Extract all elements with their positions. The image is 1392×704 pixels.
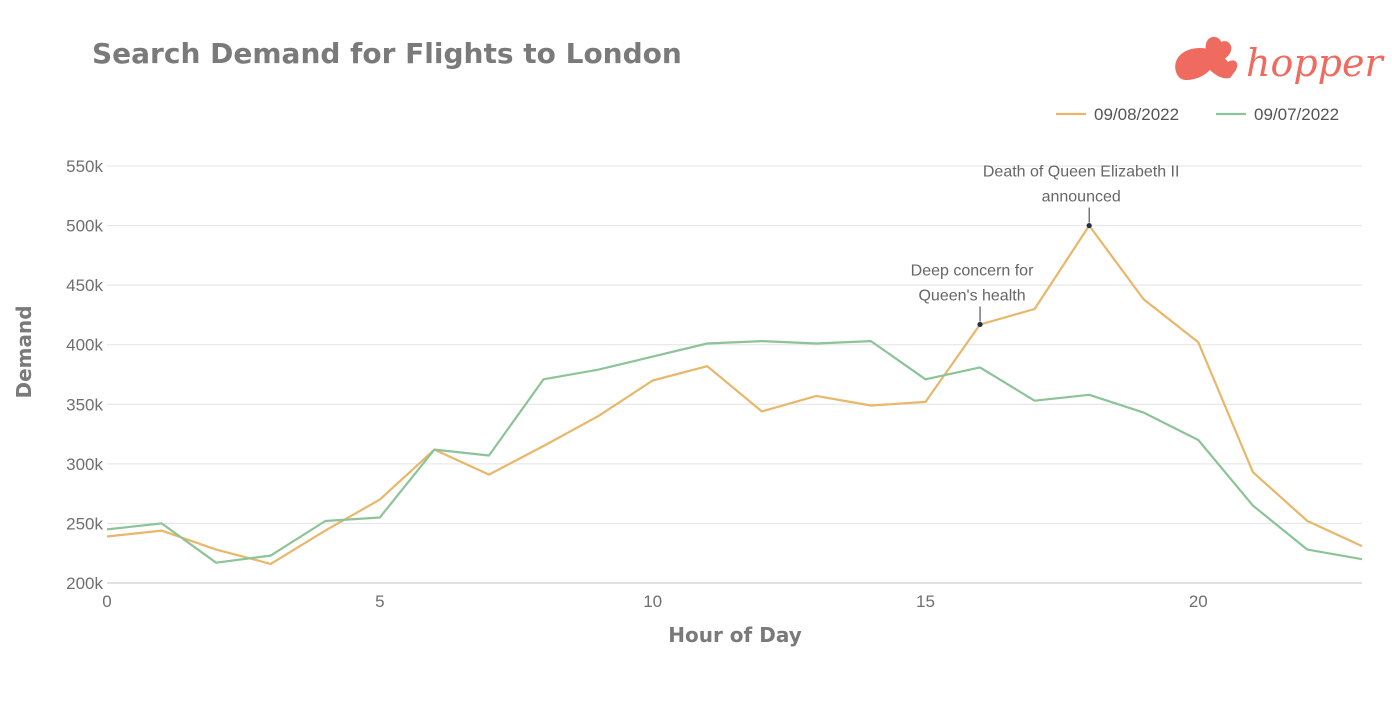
y-tick-label: 350k (66, 395, 103, 414)
annotation-2: Death of Queen Elizabeth II announced (983, 164, 1180, 229)
hopper-wordmark: hopper (1246, 41, 1385, 85)
x-tick-label: 0 (102, 592, 111, 611)
grid (107, 165, 1362, 584)
hopper-logo: hopper (1175, 36, 1385, 85)
annotation-point (977, 321, 983, 328)
series-line-1 (106, 224, 1363, 566)
legend: 09/08/2022 09/07/2022 (1056, 105, 1339, 124)
chart-title: Search Demand for Flights to London (92, 37, 682, 70)
legend-label: 09/08/2022 (1094, 105, 1179, 124)
annotation-1: Deep concern for Queen's health (911, 262, 1034, 328)
x-tick-label: 15 (916, 592, 935, 611)
bunny-icon (1175, 36, 1238, 80)
y-tick-label: 300k (66, 455, 103, 474)
y-tick-label: 200k (66, 574, 103, 593)
series-lines (106, 224, 1363, 566)
y-tick-label: 500k (66, 217, 103, 236)
legend-item-1[interactable]: 09/08/2022 (1056, 105, 1179, 124)
annotation-point (1086, 222, 1092, 229)
y-tick-label: 550k (66, 157, 103, 176)
annotation-text: Queen's health (918, 287, 1025, 304)
legend-label: 09/07/2022 (1254, 105, 1339, 124)
x-tick-label: 5 (375, 592, 384, 611)
legend-item-2[interactable]: 09/07/2022 (1216, 105, 1339, 124)
annotation-text: Deep concern for (911, 262, 1034, 279)
annotation-text: announced (1042, 189, 1121, 206)
x-tick-label: 10 (643, 592, 662, 611)
y-axis: 200k 250k 300k 350k 400k 450k 500k 550k (66, 157, 103, 593)
y-axis-title: Demand (12, 305, 36, 398)
y-tick-label: 250k (66, 514, 103, 533)
y-tick-label: 450k (66, 276, 103, 295)
x-tick-label: 20 (1189, 592, 1208, 611)
x-axis: 0 5 10 15 20 (102, 592, 1207, 611)
annotation-text: Death of Queen Elizabeth II (983, 164, 1180, 181)
series-line-2 (106, 340, 1363, 564)
y-tick-label: 400k (66, 336, 103, 355)
annotations: Deep concern for Queen's health Death of Q… (911, 164, 1180, 328)
x-axis-title: Hour of Day (668, 623, 801, 647)
